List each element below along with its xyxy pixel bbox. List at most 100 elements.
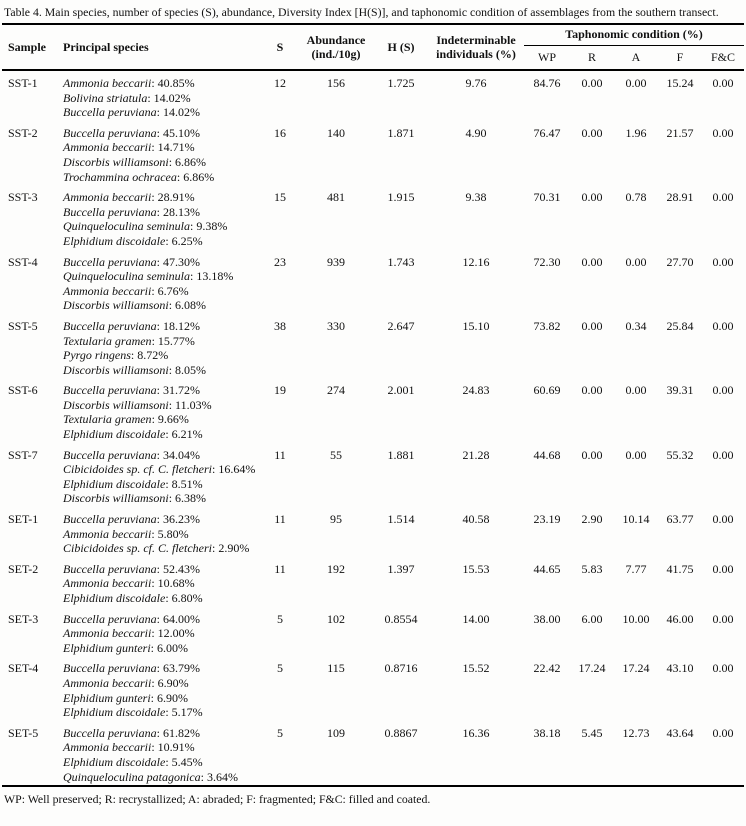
species-line: Quinqueloculina seminula: 9.38% (63, 219, 228, 234)
sample-id: SET-3 (8, 611, 39, 626)
cell-ind: 24.83 (462, 383, 490, 398)
cell-ind: 15.52 (462, 661, 490, 676)
cell-abundance: 192 (327, 561, 345, 576)
cell-wp: 76.47 (533, 125, 561, 140)
cell-a: 0.78 (625, 190, 647, 205)
species-list: Buccella peruviana: 34.04% Cibicidoides s… (57, 443, 262, 507)
cell-wp: 72.30 (533, 254, 561, 269)
species-line: Ammonia beccarii: 6.90% (63, 675, 189, 690)
species-list: Buccella peruviana: 45.10% Ammonia beccar… (57, 121, 262, 185)
cell-abundance: 156 (327, 76, 345, 90)
species-line: Ammonia beccarii: 40.85% (63, 76, 195, 90)
data-table: Sample Principal species S Abundance (in… (2, 23, 745, 788)
species-line: Elphidium discoidale: 5.17% (63, 705, 203, 720)
cell-abundance: 481 (327, 190, 345, 205)
cell-s: 11 (274, 447, 286, 462)
cell-f: 25.84 (666, 318, 694, 333)
cell-abundance: 140 (327, 125, 345, 140)
table-caption: Table 4. Main species, number of species… (4, 5, 719, 19)
cell-abundance: 939 (327, 254, 345, 269)
species-line: Buccella peruviana: 28.13% (63, 204, 200, 219)
cell-s: 19 (274, 383, 286, 398)
cell-ind: 12.16 (462, 254, 490, 269)
species-line: Buccella peruviana: 64.00% (63, 611, 200, 626)
species-list: Ammonia beccarii: 28.91% Buccella peruvia… (57, 185, 262, 249)
cell-f: 21.57 (666, 125, 694, 140)
cell-wp: 73.82 (533, 318, 561, 333)
cell-a: 0.00 (625, 447, 647, 462)
sample-id: SST-2 (8, 125, 38, 140)
cell-fc: 0.00 (712, 561, 734, 576)
table-row: SST-3 Ammonia beccarii: 28.91% Buccella p… (2, 185, 744, 249)
column-header-hs: H (S) (387, 40, 415, 54)
cell-wp: 22.42 (533, 661, 561, 676)
species-line: Discorbis williamsoni: 8.05% (63, 362, 207, 377)
cell-h: 1.743 (387, 254, 415, 269)
cell-r: 6.00 (581, 611, 603, 626)
species-line: Elphidium discoidale: 6.21% (63, 427, 203, 442)
species-list: Buccella peruviana: 52.43% Ammonia beccar… (57, 557, 262, 607)
column-header-indeterminable-line1: Indeterminable (436, 33, 516, 47)
cell-a: 12.73 (622, 725, 650, 740)
cell-abundance: 55 (330, 447, 342, 462)
species-line: Buccella peruviana: 18.12% (63, 318, 200, 333)
cell-fc: 0.00 (712, 512, 734, 527)
column-header-r: R (587, 50, 596, 64)
cell-abundance: 95 (330, 512, 342, 527)
species-line: Quinqueloculina patagonica: 3.64% (63, 769, 238, 784)
cell-s: 16 (274, 125, 286, 140)
cell-wp: 60.69 (533, 383, 561, 398)
species-line: Elphidium gunteri: 6.00% (63, 640, 189, 655)
cell-a: 0.34 (625, 318, 647, 333)
cell-f: 27.70 (666, 254, 694, 269)
cell-s: 23 (274, 254, 286, 269)
column-header-fc: F&C (711, 50, 736, 64)
species-line: Elphidium discoidale: 6.25% (63, 233, 203, 248)
cell-a: 0.00 (625, 254, 647, 269)
column-header-f: F (676, 50, 684, 64)
column-header-taphonomic-condition: Taphonomic condition (%) (524, 24, 745, 46)
table-row: SET-2 Buccella peruviana: 52.43% Ammonia … (2, 557, 744, 607)
cell-fc: 0.00 (712, 318, 734, 333)
cell-fc: 0.00 (712, 254, 734, 269)
species-line: Ammonia beccarii: 14.71% (63, 140, 195, 155)
cell-fc: 0.00 (712, 190, 734, 205)
sample-id: SET-5 (8, 725, 39, 740)
species-line: Quinqueloculina seminula: 13.18% (63, 269, 234, 284)
sample-id: SET-4 (8, 661, 39, 676)
column-header-principal-species: Principal species (63, 40, 149, 54)
cell-fc: 0.00 (712, 447, 734, 462)
cell-fc: 0.00 (712, 125, 734, 140)
cell-f: 41.75 (666, 561, 694, 576)
species-line: Cibicidoides sp. cf. C. fletcheri: 2.90% (63, 541, 250, 556)
cell-f: 46.00 (666, 611, 694, 626)
cell-h: 1.725 (387, 76, 415, 90)
cell-h: 1.915 (387, 190, 415, 205)
cell-h: 0.8554 (384, 611, 418, 626)
column-header-abundance-line1: Abundance (306, 33, 366, 47)
cell-ind: 21.28 (462, 447, 490, 462)
column-header-sample: Sample (8, 40, 47, 54)
sample-id: SST-1 (8, 76, 38, 90)
cell-ind: 15.53 (462, 561, 490, 576)
species-line: Ammonia beccarii: 5.80% (63, 526, 189, 541)
cell-s: 11 (274, 512, 286, 527)
species-line: Ammonia beccarii: 28.91% (63, 190, 195, 205)
species-line: Cibicidoides sp. cf. C. fletcheri: 16.64… (63, 462, 256, 477)
species-line: Textularia gramen: 15.77% (63, 333, 195, 348)
species-line: Discorbis williamsoni: 6.08% (63, 298, 207, 313)
cell-r: 0.00 (581, 76, 603, 90)
cell-f: 28.91 (666, 190, 694, 205)
cell-fc: 0.00 (712, 383, 734, 398)
sample-id: SST-6 (8, 383, 38, 398)
species-line: Discorbis williamsoni: 6.38% (63, 491, 207, 506)
species-line: Buccella peruviana: 45.10% (63, 125, 200, 140)
cell-h: 0.8867 (384, 725, 418, 740)
cell-a: 10.14 (622, 512, 650, 527)
species-line: Discorbis williamsoni: 6.86% (63, 154, 207, 169)
cell-s: 38 (274, 318, 286, 333)
cell-f: 63.77 (666, 512, 694, 527)
cell-h: 1.881 (387, 447, 415, 462)
cell-abundance: 330 (327, 318, 345, 333)
